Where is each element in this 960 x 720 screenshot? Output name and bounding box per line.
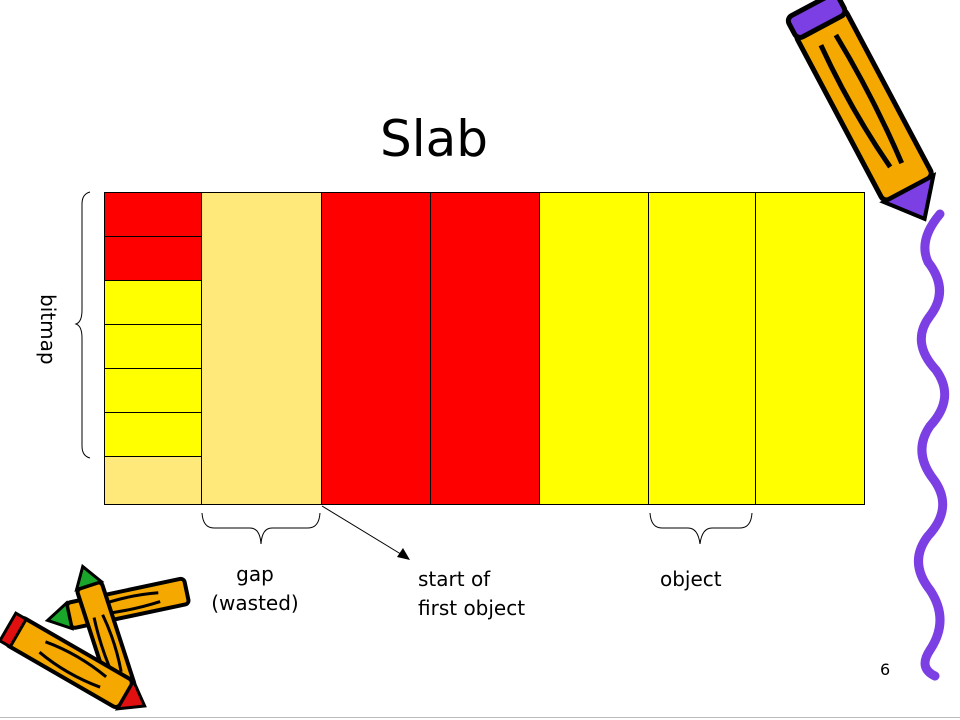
footer-divider: [0, 717, 960, 718]
object-slot-used: [430, 192, 540, 505]
object-label: object: [660, 567, 722, 591]
arrow-head: [397, 548, 410, 560]
gap-label: gap (wasted): [211, 562, 299, 615]
object-brace: [649, 512, 753, 545]
bitmap-bit: [104, 412, 202, 457]
gap-region: [201, 192, 322, 505]
pencil-decoration-bottom: [0, 563, 191, 711]
object-slot-free: [648, 192, 756, 505]
page-number: 6: [880, 660, 891, 679]
object-slot-free: [539, 192, 649, 505]
bitmap-label: bitmap: [36, 294, 60, 365]
start-arrow: [321, 505, 405, 557]
bitmap-bit: [104, 192, 202, 237]
object-slot-free: [755, 192, 865, 505]
wavy-line-decoration: [914, 209, 950, 681]
bitmap-bit: [104, 324, 202, 369]
bitmap-brace: [74, 191, 91, 459]
bitmap-unused: [104, 456, 202, 505]
start-of-first-object-label: start of first object: [418, 567, 526, 620]
slide-title: Slab: [379, 110, 488, 168]
gap-brace: [201, 512, 321, 545]
bitmap-bit: [104, 280, 202, 325]
object-slot-used: [321, 192, 431, 505]
pencil-decoration-top: [785, 0, 937, 222]
